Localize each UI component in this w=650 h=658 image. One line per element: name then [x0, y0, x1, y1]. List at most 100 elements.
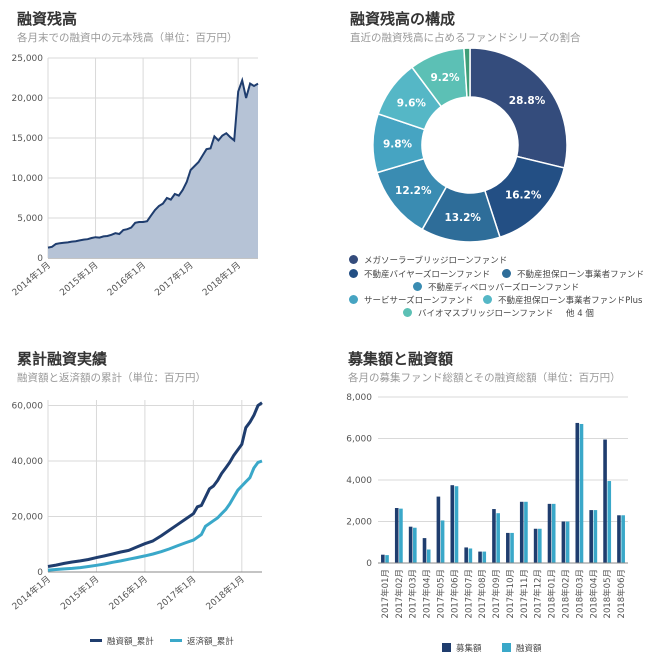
- raise-bar: [589, 510, 593, 563]
- legend-swatch: [442, 643, 451, 652]
- pie-legend-item: バイオマスブリッジローンファンド 他 4 個: [403, 307, 594, 319]
- raise-bar: [422, 538, 427, 563]
- raise-bar: [603, 439, 607, 563]
- loan-bar: [510, 532, 514, 563]
- y-tick-label: 4,000: [346, 476, 372, 486]
- raise-bar: [533, 528, 538, 563]
- legend-label: 不動産担保ローン事業者ファンドPlus: [498, 296, 643, 306]
- legend-label: サービサーズローンファンド: [364, 296, 474, 306]
- pie-slice-label: 13.2%: [445, 212, 482, 224]
- x-tick-label: 2018年1月: [203, 573, 246, 612]
- pie-legend-item: サービサーズローンファンド: [349, 294, 473, 306]
- cumulative-title: 累計融資実績: [17, 350, 108, 368]
- x-tick-label: 2018年02月: [561, 569, 572, 618]
- repay-cumulative-line: [47, 459, 263, 572]
- legend-swatch: [349, 269, 358, 278]
- pie-slice-label: 9.2%: [430, 72, 460, 84]
- pie-legend-item: 不動産バイヤーズローンファンド: [349, 268, 490, 280]
- composition-pie-chart: 28.8% 16.2% 13.2% 12.2% 9.8% 9.6% 9.2%: [372, 47, 568, 243]
- pie-slice-label: 16.2%: [505, 189, 542, 201]
- loan-bar: [454, 486, 459, 563]
- loan-bar: [593, 510, 598, 563]
- x-tick-label: 2017年02月: [394, 569, 405, 618]
- x-tick-label: 2018年01月: [547, 569, 558, 618]
- pie-legend-item: 不動産担保ローン事業者ファンド: [502, 268, 644, 280]
- pie-legend-item: 不動産ディベロッパーズローンファンド: [413, 281, 579, 293]
- raise-bar: [381, 554, 385, 563]
- x-tick-label: 2018年05月: [602, 569, 613, 618]
- fundraising-subtitle: 各月の募集ファンド総額とその融資総額（単位：百万円）: [348, 372, 621, 384]
- pie-slice: [469, 47, 568, 169]
- legend-label: 不動産バイヤーズローンファンド: [364, 270, 491, 280]
- x-tick-label: 2014年1月: [9, 259, 52, 298]
- x-tick-label: 2017年05月: [436, 569, 447, 618]
- raise-bar: [436, 496, 441, 563]
- raise-bar: [547, 503, 552, 563]
- x-tick-label: 2015年1月: [57, 259, 100, 298]
- y-tick-label: 25,000: [12, 54, 44, 64]
- legend-swatch: [502, 643, 511, 652]
- y-tick-label: 20,000: [12, 513, 44, 523]
- loan-bar: [621, 515, 625, 563]
- legend-swatch: [170, 639, 182, 642]
- loan-bar: [482, 551, 487, 563]
- loan-bar: [440, 520, 445, 563]
- loan-bar: [579, 423, 584, 563]
- pie-slice-label: 12.2%: [395, 185, 432, 197]
- cumulative-legend-loan: 融資額_累計: [90, 635, 154, 647]
- legend-label: 融資額_累計: [107, 637, 154, 647]
- loan-bar: [607, 481, 612, 563]
- cumulative-subtitle: 融資額と返済額の累計（単位：百万円）: [17, 372, 206, 384]
- fundraising-legend-loan: 融資額: [502, 642, 542, 654]
- legend-label: 不動産担保ローン事業者ファンド: [517, 270, 645, 280]
- x-tick-label: 2017年01月: [380, 569, 391, 618]
- y-tick-label: 0: [37, 568, 43, 578]
- x-tick-label: 2017年11月: [519, 569, 530, 618]
- loan-bar: [426, 549, 431, 563]
- y-tick-label: 20,000: [12, 94, 44, 104]
- raise-bar: [464, 547, 468, 563]
- x-tick-label: 2017年1月: [155, 573, 198, 612]
- legend-swatch: [349, 255, 358, 264]
- cumulative-legend-repay: 返済額_累計: [170, 635, 234, 647]
- balance-title: 融資残高: [17, 10, 78, 28]
- raise-bar: [492, 509, 496, 563]
- loan-bar: [385, 555, 389, 563]
- fundraising-title: 募集額と融資額: [348, 350, 454, 368]
- legend-label: メガソーラーブリッジローンファンド: [364, 256, 508, 266]
- loan-bar: [565, 521, 570, 563]
- loan-bar: [524, 501, 528, 563]
- raise-bar: [506, 532, 510, 563]
- x-tick-label: 2015年1月: [58, 573, 101, 612]
- x-tick-label: 2018年1月: [200, 259, 243, 298]
- x-tick-label: 2016年1月: [106, 573, 149, 612]
- raise-bar: [450, 485, 455, 563]
- y-tick-label: 2,000: [346, 518, 372, 528]
- y-tick-label: 40,000: [12, 457, 44, 467]
- y-tick-label: 15,000: [12, 134, 44, 144]
- cumulative-chart: 0 20,000 40,000 60,000 2014年1月 2015年1月 2016年1月…: [9, 400, 263, 612]
- legend-swatch: [403, 308, 412, 317]
- loan-bar: [496, 513, 500, 563]
- y-tick-label: 5,000: [17, 214, 43, 224]
- pie-slice: [463, 47, 471, 98]
- x-tick-label: 2017年07月: [463, 569, 474, 618]
- balance-subtitle: 各月末での融資中の元本残高（単位：百万円）: [17, 32, 238, 44]
- x-tick-label: 2016年1月: [105, 259, 148, 298]
- x-tick-label: 2017年04月: [422, 569, 433, 618]
- x-tick-label: 2017年1月: [152, 259, 195, 298]
- y-tick-label: 0: [366, 559, 372, 569]
- raise-bar: [519, 501, 524, 563]
- balance-area: [48, 80, 258, 259]
- x-tick-label: 2017年10月: [505, 569, 516, 618]
- x-tick-label: 2018年04月: [588, 569, 599, 618]
- y-tick-label: 60,000: [12, 402, 44, 412]
- y-tick-label: 8,000: [346, 393, 372, 403]
- legend-label: 融資額: [516, 644, 542, 654]
- x-tick-label: 2018年06月: [616, 569, 627, 618]
- loan-bar: [551, 503, 556, 563]
- x-tick-label: 2017年09月: [491, 569, 502, 618]
- raise-bar: [478, 551, 482, 563]
- loan-bar: [538, 528, 542, 563]
